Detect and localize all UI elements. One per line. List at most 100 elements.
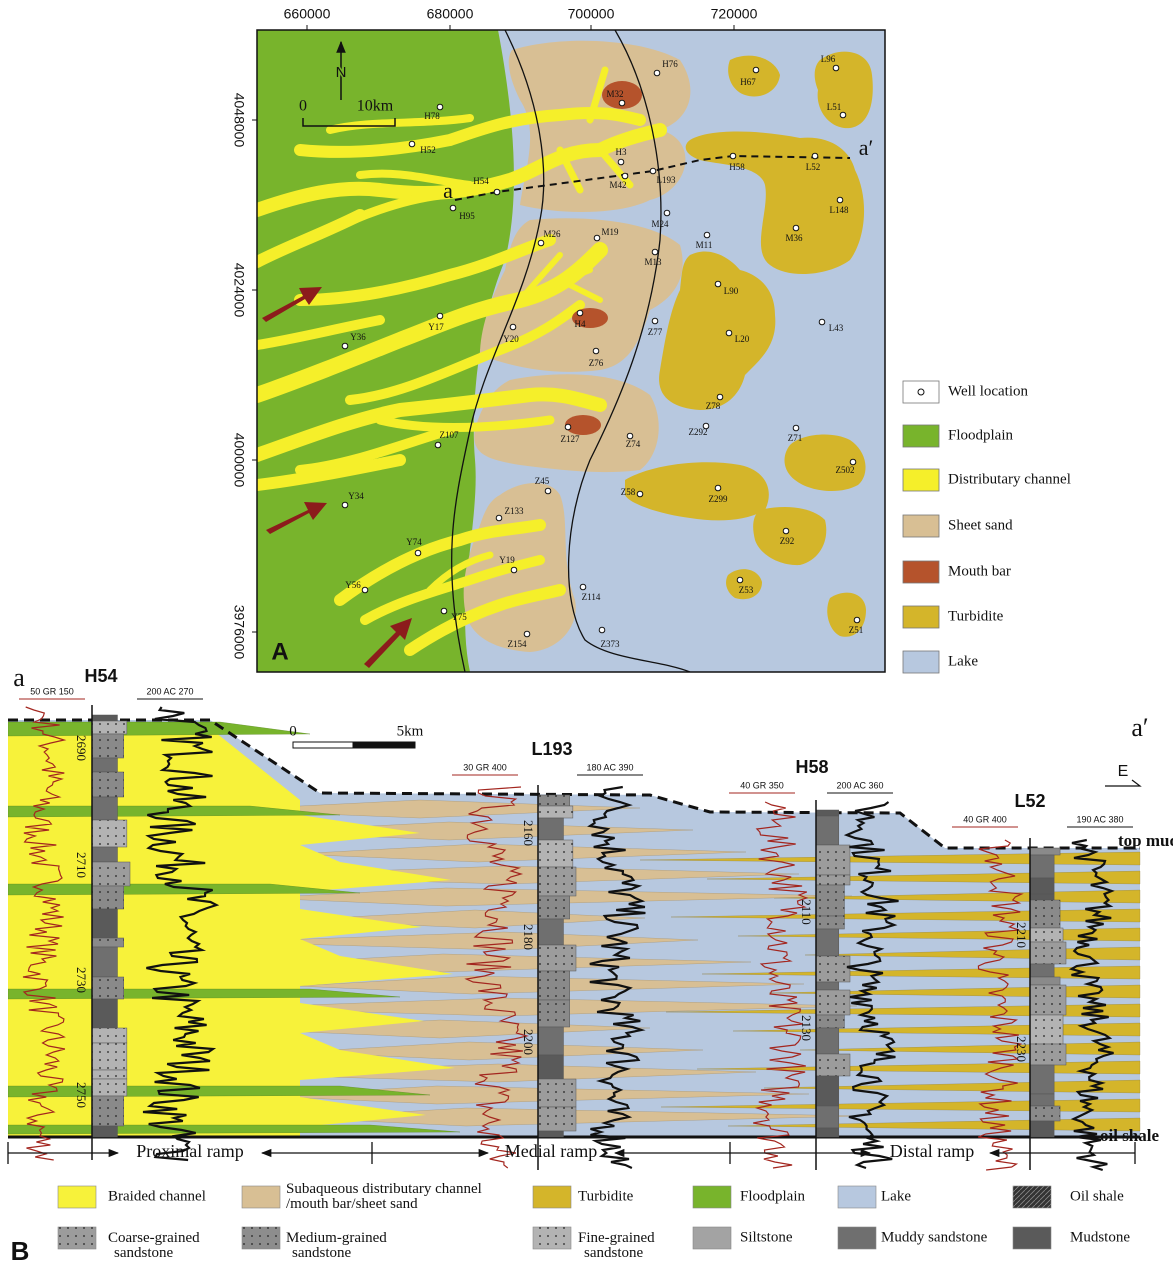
lithology-bed xyxy=(1030,855,1054,878)
well-marker xyxy=(650,168,656,174)
well-label: H67 xyxy=(740,77,756,87)
legend-texture xyxy=(242,1227,280,1249)
well-label: Z58 xyxy=(621,487,636,497)
lithology-bed xyxy=(92,999,117,1028)
well-label: Z45 xyxy=(535,476,550,486)
well-marker xyxy=(565,424,571,430)
legend-label: Coarse-grained xyxy=(108,1230,200,1246)
legend-label: Lake xyxy=(881,1188,911,1204)
well-label: L96 xyxy=(821,54,836,64)
well-marker xyxy=(437,104,443,110)
legend-swatch xyxy=(903,561,939,583)
well-label: M19 xyxy=(601,227,619,237)
well-label: H58 xyxy=(729,162,745,172)
panel-label: A xyxy=(271,638,288,665)
well-name: L52 xyxy=(1014,791,1045,811)
well-marker xyxy=(494,189,500,195)
well-marker xyxy=(342,502,348,508)
lithology-texture xyxy=(538,806,573,818)
well-label: M11 xyxy=(696,240,713,250)
scale-end: 10km xyxy=(357,98,394,115)
gr-scale: 50 GR 150 xyxy=(30,686,74,696)
lithology-bed xyxy=(1030,1065,1054,1094)
gr-scale: 30 GR 400 xyxy=(463,762,507,772)
well-marker xyxy=(783,528,789,534)
legend-swatch xyxy=(903,469,939,491)
well-label: Y56 xyxy=(345,580,361,590)
zone-label: Proximal ramp xyxy=(136,1141,243,1161)
lithology-texture xyxy=(816,990,850,1015)
section-end: a′ xyxy=(1131,713,1148,742)
well-label: H4 xyxy=(575,319,586,329)
lithology-texture xyxy=(1030,928,1063,942)
well-marker xyxy=(715,281,721,287)
lithology-texture xyxy=(92,977,124,999)
well-label: Z92 xyxy=(780,536,795,546)
legend-swatch xyxy=(533,1186,571,1208)
well-marker xyxy=(652,318,658,324)
legend-texture xyxy=(1013,1186,1051,1208)
well-label: Z373 xyxy=(601,639,620,649)
lithology-texture xyxy=(1030,1106,1060,1121)
x-tick-label: 720000 xyxy=(711,6,758,22)
legend-label: Turbidite xyxy=(948,608,1004,624)
lithology-texture xyxy=(816,916,844,929)
well-marker xyxy=(753,67,759,73)
well-label: Y19 xyxy=(499,555,515,565)
well-label: Y17 xyxy=(428,322,444,332)
legend-swatch xyxy=(693,1186,731,1208)
well-marker xyxy=(450,205,456,211)
legend-swatch xyxy=(903,425,939,447)
lithology-bed xyxy=(816,982,839,990)
legend-swatch xyxy=(838,1186,876,1208)
lithology-bed xyxy=(816,1028,839,1054)
well-marker xyxy=(652,249,658,255)
lithology-texture xyxy=(92,734,124,758)
legend-label: Well location xyxy=(948,383,1029,399)
well-label: Z127 xyxy=(561,434,580,444)
ac-scale: 190 AC 380 xyxy=(1076,814,1123,824)
legend-swatch xyxy=(242,1186,280,1208)
well-label: H78 xyxy=(424,111,440,121)
x-tick-label: 660000 xyxy=(284,6,331,22)
well-label: L51 xyxy=(827,102,842,112)
y-tick-label: 4048000 xyxy=(231,93,247,148)
lithology-bed xyxy=(816,1076,839,1106)
well-marker xyxy=(594,235,600,241)
well-label: M36 xyxy=(785,233,803,243)
lithology-texture xyxy=(92,1079,127,1096)
well-marker xyxy=(435,442,441,448)
gr-scale: 40 GR 350 xyxy=(740,780,784,790)
well-label: Z292 xyxy=(689,427,708,437)
depth-label: 2710 xyxy=(74,852,89,878)
lithology-texture xyxy=(92,886,124,909)
well-name: L193 xyxy=(531,739,572,759)
depth-label: 2690 xyxy=(74,735,89,761)
legend-label: Fine-grained xyxy=(578,1230,655,1246)
section-end: a′ xyxy=(859,135,874,160)
well-name: H58 xyxy=(795,757,828,777)
well-label: Y34 xyxy=(348,491,364,501)
legend-swatch xyxy=(903,651,939,673)
well-marker xyxy=(793,225,799,231)
well-marker xyxy=(441,608,447,614)
legend-label: Lake xyxy=(948,653,978,669)
well-label: Z154 xyxy=(508,639,527,649)
well-label: L90 xyxy=(724,286,739,296)
well-marker xyxy=(538,240,544,246)
legend-label: sandstone xyxy=(584,1245,644,1261)
well-label: Z299 xyxy=(709,494,728,504)
well-marker xyxy=(833,65,839,71)
lithology-bed xyxy=(92,909,117,938)
well-label: Z107 xyxy=(440,430,459,440)
legend-label: Turbidite xyxy=(578,1188,634,1204)
legend-swatch xyxy=(58,1186,96,1208)
well-label: L52 xyxy=(806,162,821,172)
legend-label: Medium-grained xyxy=(286,1230,387,1246)
zone-label: Distal ramp xyxy=(890,1141,974,1161)
well-label: Z53 xyxy=(739,585,754,595)
lithology-texture xyxy=(538,795,570,806)
legend-label: Oil shale xyxy=(1070,1188,1124,1204)
x-tick-label: 700000 xyxy=(568,6,615,22)
